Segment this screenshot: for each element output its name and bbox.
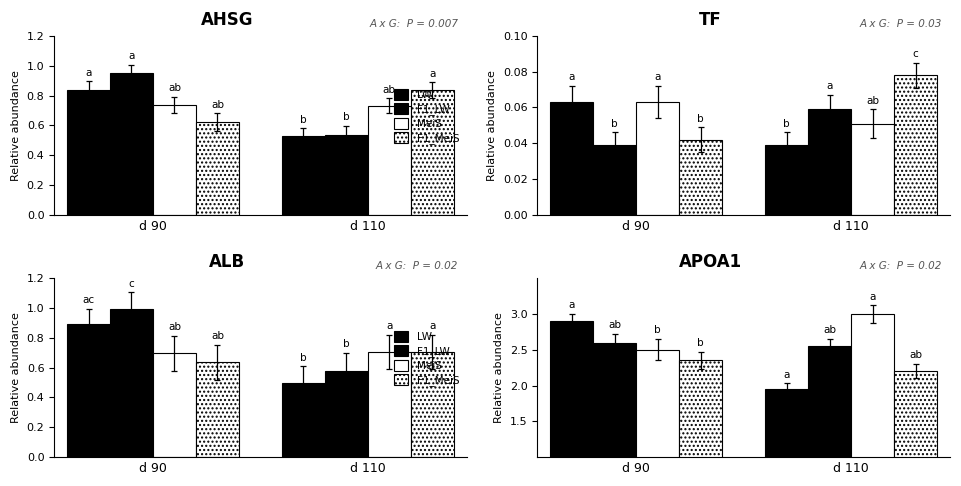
Text: ab: ab bbox=[168, 84, 181, 93]
Bar bbox=[410, 90, 454, 215]
Text: b: b bbox=[343, 112, 350, 122]
Bar bbox=[282, 137, 325, 215]
Text: A x G:  P = 0.03: A x G: P = 0.03 bbox=[859, 19, 942, 29]
Bar bbox=[765, 145, 808, 215]
Text: A x G:  P = 0.02: A x G: P = 0.02 bbox=[376, 261, 458, 271]
Text: b: b bbox=[698, 338, 704, 348]
Text: ac: ac bbox=[83, 295, 94, 305]
Text: a: a bbox=[826, 81, 833, 91]
Bar bbox=[67, 90, 110, 215]
Bar bbox=[636, 350, 679, 486]
Text: ALB: ALB bbox=[209, 253, 245, 271]
Text: AHSG: AHSG bbox=[201, 11, 254, 29]
Bar bbox=[282, 382, 325, 457]
Text: a: a bbox=[870, 292, 875, 302]
Text: b: b bbox=[698, 114, 704, 123]
Text: ab: ab bbox=[382, 85, 396, 95]
Bar bbox=[325, 371, 368, 457]
Text: b: b bbox=[611, 119, 618, 129]
Text: a: a bbox=[783, 370, 790, 380]
Text: APOA1: APOA1 bbox=[679, 253, 742, 271]
Bar bbox=[153, 353, 196, 457]
Text: a: a bbox=[569, 300, 575, 311]
Bar bbox=[765, 389, 808, 486]
Text: TF: TF bbox=[700, 11, 722, 29]
Bar bbox=[110, 73, 153, 215]
Text: a: a bbox=[86, 68, 91, 78]
Text: ab: ab bbox=[608, 320, 621, 330]
Legend: LW, F1_LW, MeiS, F1_MeiS: LW, F1_LW, MeiS, F1_MeiS bbox=[392, 330, 461, 388]
Text: b: b bbox=[783, 119, 790, 129]
Bar bbox=[153, 105, 196, 215]
Text: ab: ab bbox=[823, 326, 836, 335]
Bar bbox=[593, 343, 636, 486]
Text: a: a bbox=[569, 72, 575, 83]
Text: A x G:  P = 0.007: A x G: P = 0.007 bbox=[369, 19, 458, 29]
Bar bbox=[368, 106, 410, 215]
Y-axis label: Relative abundance: Relative abundance bbox=[487, 70, 498, 181]
Bar bbox=[196, 122, 239, 215]
Bar bbox=[110, 309, 153, 457]
Text: ab: ab bbox=[168, 322, 181, 332]
Text: b: b bbox=[654, 326, 661, 335]
Bar bbox=[593, 145, 636, 215]
Text: a: a bbox=[429, 69, 435, 79]
Bar bbox=[410, 352, 454, 457]
Text: b: b bbox=[300, 115, 307, 125]
Y-axis label: Relative abundance: Relative abundance bbox=[12, 312, 21, 423]
Text: a: a bbox=[128, 52, 135, 61]
Bar bbox=[894, 371, 937, 486]
Bar bbox=[679, 361, 722, 486]
Bar bbox=[551, 102, 593, 215]
Text: ab: ab bbox=[210, 100, 224, 110]
Bar bbox=[808, 346, 851, 486]
Bar bbox=[551, 321, 593, 486]
Legend: LW, F1_LW, MeiS, F1_MeiS: LW, F1_LW, MeiS, F1_MeiS bbox=[392, 87, 461, 146]
Text: ab: ab bbox=[210, 331, 224, 341]
Bar bbox=[808, 109, 851, 215]
Bar bbox=[851, 123, 894, 215]
Bar bbox=[679, 139, 722, 215]
Text: ab: ab bbox=[866, 96, 879, 105]
Bar bbox=[851, 314, 894, 486]
Bar bbox=[894, 75, 937, 215]
Bar bbox=[325, 135, 368, 215]
Bar bbox=[196, 363, 239, 457]
Text: b: b bbox=[343, 339, 350, 349]
Bar bbox=[67, 324, 110, 457]
Text: a: a bbox=[654, 72, 661, 83]
Text: a: a bbox=[386, 321, 392, 331]
Text: c: c bbox=[913, 49, 919, 59]
Text: A x G:  P = 0.02: A x G: P = 0.02 bbox=[859, 261, 942, 271]
Text: a: a bbox=[429, 321, 435, 331]
Bar bbox=[636, 102, 679, 215]
Bar bbox=[368, 352, 410, 457]
Text: c: c bbox=[129, 279, 135, 289]
Text: b: b bbox=[300, 352, 307, 363]
Y-axis label: Relative abundance: Relative abundance bbox=[494, 312, 505, 423]
Text: ab: ab bbox=[909, 350, 922, 361]
Y-axis label: Relative abundance: Relative abundance bbox=[12, 70, 21, 181]
